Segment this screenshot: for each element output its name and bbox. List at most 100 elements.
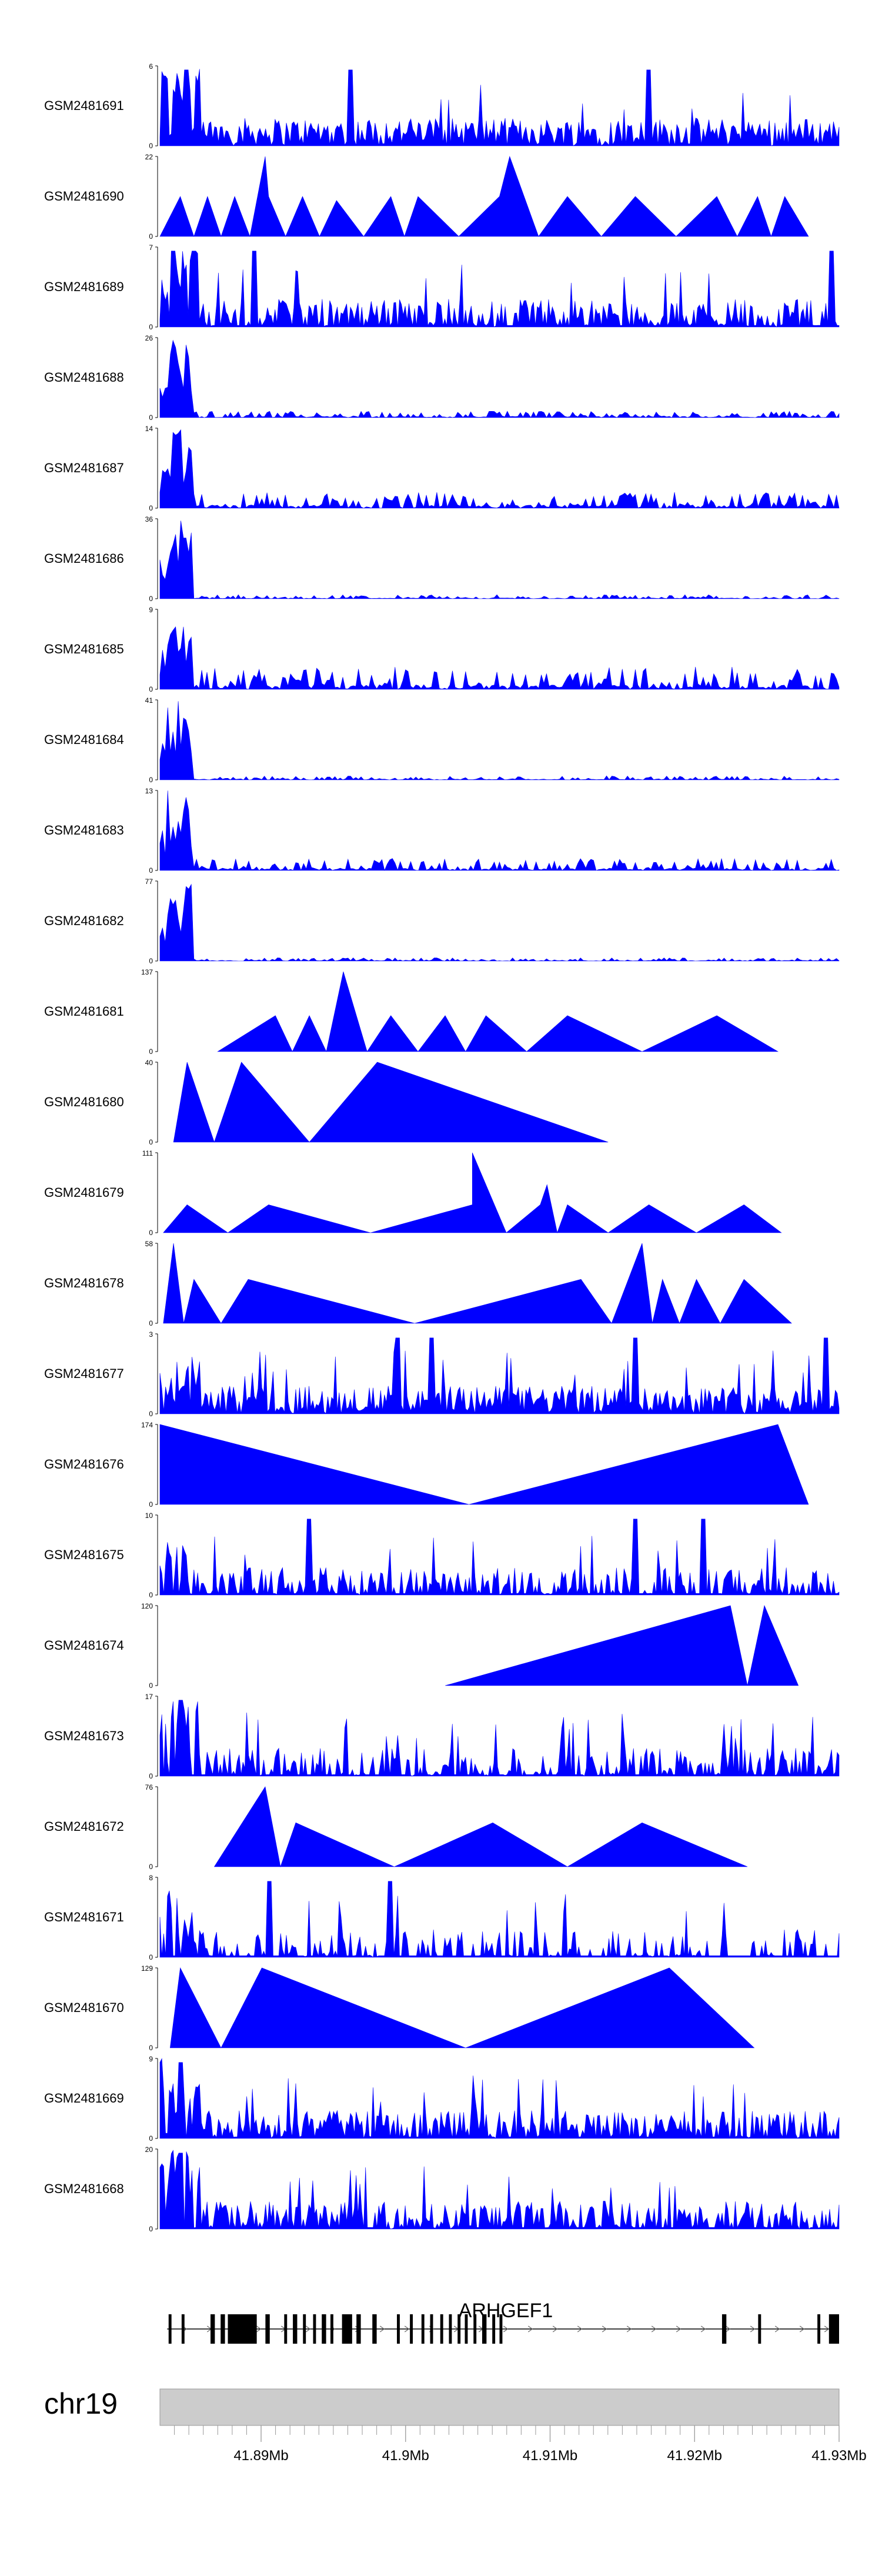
strand-arrow-icon — [700, 2325, 706, 2333]
track-GSM2481670: GSM2481670 129 0 — [44, 1964, 755, 2052]
track-label: GSM2481668 — [44, 2181, 124, 2196]
exon — [293, 2314, 298, 2344]
y-max-label: 120 — [141, 1602, 153, 1610]
y-min-label: 0 — [149, 1319, 153, 1327]
y-min-label: 0 — [149, 2225, 153, 2233]
track-label: GSM2481682 — [44, 913, 124, 928]
track-GSM2481682: GSM2481682 77 0 — [44, 877, 840, 965]
chromosome-bar — [159, 2388, 840, 2426]
strand-arrow-icon — [651, 2325, 657, 2333]
y-max-label: 174 — [141, 1421, 153, 1429]
exon — [421, 2314, 425, 2344]
coverage-area — [159, 251, 840, 328]
y-min-label: 0 — [149, 2134, 153, 2143]
y-max-label: 129 — [141, 1964, 153, 1973]
y-max-label: 3 — [149, 1330, 153, 1339]
track-GSM2481681: GSM2481681 137 0 — [44, 968, 779, 1056]
y-max-label: 36 — [145, 515, 153, 523]
track-GSM2481687: GSM2481687 14 0 — [44, 425, 840, 512]
track-label: GSM2481688 — [44, 370, 124, 385]
y-min-label: 0 — [149, 1229, 153, 1237]
y-max-label: 20 — [145, 2145, 153, 2154]
coverage-area — [159, 1881, 840, 1958]
track-GSM2481689: GSM2481689 7 0 — [44, 243, 840, 331]
y-max-label: 58 — [145, 1240, 153, 1248]
coverage-area — [159, 1337, 840, 1414]
exon — [473, 2314, 477, 2344]
track-GSM2481669: GSM2481669 9 0 — [44, 2055, 840, 2143]
coverage-area — [445, 1605, 799, 1686]
strand-arrow-icon — [527, 2325, 533, 2333]
exon — [356, 2314, 361, 2344]
coverage-tracks: GSM248169160GSM2481690220GSM248168970GSM… — [44, 62, 840, 2233]
y-max-label: 17 — [145, 1693, 153, 1701]
track-GSM2481673: GSM2481673 17 0 — [44, 1693, 840, 1780]
y-min-label: 0 — [149, 504, 153, 512]
y-max-label: 9 — [149, 2055, 153, 2063]
exon — [181, 2314, 185, 2344]
strand-arrow-icon — [824, 2325, 830, 2333]
coverage-area — [159, 1700, 840, 1777]
track-label: GSM2481675 — [44, 1547, 124, 1562]
track-GSM2481671: GSM2481671 8 0 — [44, 1874, 840, 1961]
coverage-area — [159, 429, 840, 509]
track-label: GSM2481684 — [44, 732, 124, 747]
exon — [457, 2314, 461, 2344]
gene-model-track: ARHGEF1 — [167, 2300, 839, 2344]
y-max-label: 9 — [149, 606, 153, 614]
exon — [168, 2314, 172, 2344]
track-GSM2481678: GSM2481678 58 0 — [44, 1240, 792, 1327]
track-label: GSM2481673 — [44, 1729, 124, 1743]
track-GSM2481686: GSM2481686 36 0 — [44, 515, 840, 603]
coverage-area — [213, 1786, 748, 1868]
y-max-label: 41 — [145, 696, 153, 705]
strand-arrow-icon — [774, 2325, 780, 2333]
y-min-label: 0 — [149, 1681, 153, 1690]
track-label: GSM2481680 — [44, 1095, 124, 1109]
y-max-label: 14 — [145, 425, 153, 433]
exon — [817, 2314, 821, 2344]
coverage-area — [159, 2150, 840, 2230]
track-label: GSM2481671 — [44, 1910, 124, 1924]
track-GSM2481674: GSM2481674 120 0 — [44, 1602, 799, 1690]
exon — [430, 2314, 433, 2344]
track-label: GSM2481672 — [44, 1819, 124, 1834]
track-GSM2481690: GSM2481690 22 0 — [44, 153, 809, 241]
strand-arrow-icon — [379, 2325, 385, 2333]
track-GSM2481676: GSM2481676 174 0 — [44, 1421, 809, 1509]
y-min-label: 0 — [149, 323, 153, 331]
y-min-label: 0 — [149, 1863, 153, 1871]
exon — [211, 2314, 215, 2344]
y-max-label: 13 — [145, 787, 153, 795]
exon — [313, 2314, 316, 2344]
exon — [220, 2314, 225, 2344]
track-label: GSM2481681 — [44, 1004, 124, 1019]
y-min-label: 0 — [149, 1410, 153, 1418]
strand-arrow-icon — [676, 2325, 681, 2333]
strand-arrow-icon — [750, 2325, 756, 2333]
exon — [303, 2314, 306, 2344]
track-GSM2481684: GSM2481684 41 0 — [44, 696, 840, 784]
exon — [758, 2314, 761, 2344]
strand-arrow-icon — [577, 2325, 583, 2333]
coverage-area — [159, 2058, 840, 2139]
genome-tick-label: 41.89Mb — [233, 2448, 288, 2464]
y-max-label: 10 — [145, 1511, 153, 1520]
y-min-label: 0 — [149, 776, 153, 784]
track-label: GSM2481677 — [44, 1366, 124, 1381]
track-GSM2481677: GSM2481677 3 0 — [44, 1330, 840, 1418]
exon — [482, 2314, 487, 2344]
y-max-label: 137 — [141, 968, 153, 976]
coverage-area — [159, 626, 840, 690]
coverage-area — [159, 155, 809, 238]
strand-arrow-icon — [602, 2325, 607, 2333]
exon — [499, 2314, 503, 2344]
coverage-area — [169, 1967, 755, 2048]
strand-arrow-icon — [503, 2325, 509, 2333]
y-min-label: 0 — [149, 1772, 153, 1780]
chromosome-label: chr19 — [44, 2387, 118, 2420]
exon — [440, 2314, 443, 2344]
strand-arrow-icon — [256, 2325, 262, 2333]
track-GSM2481672: GSM2481672 76 0 — [44, 1783, 748, 1871]
track-GSM2481675: GSM2481675 10 0 — [44, 1511, 840, 1599]
